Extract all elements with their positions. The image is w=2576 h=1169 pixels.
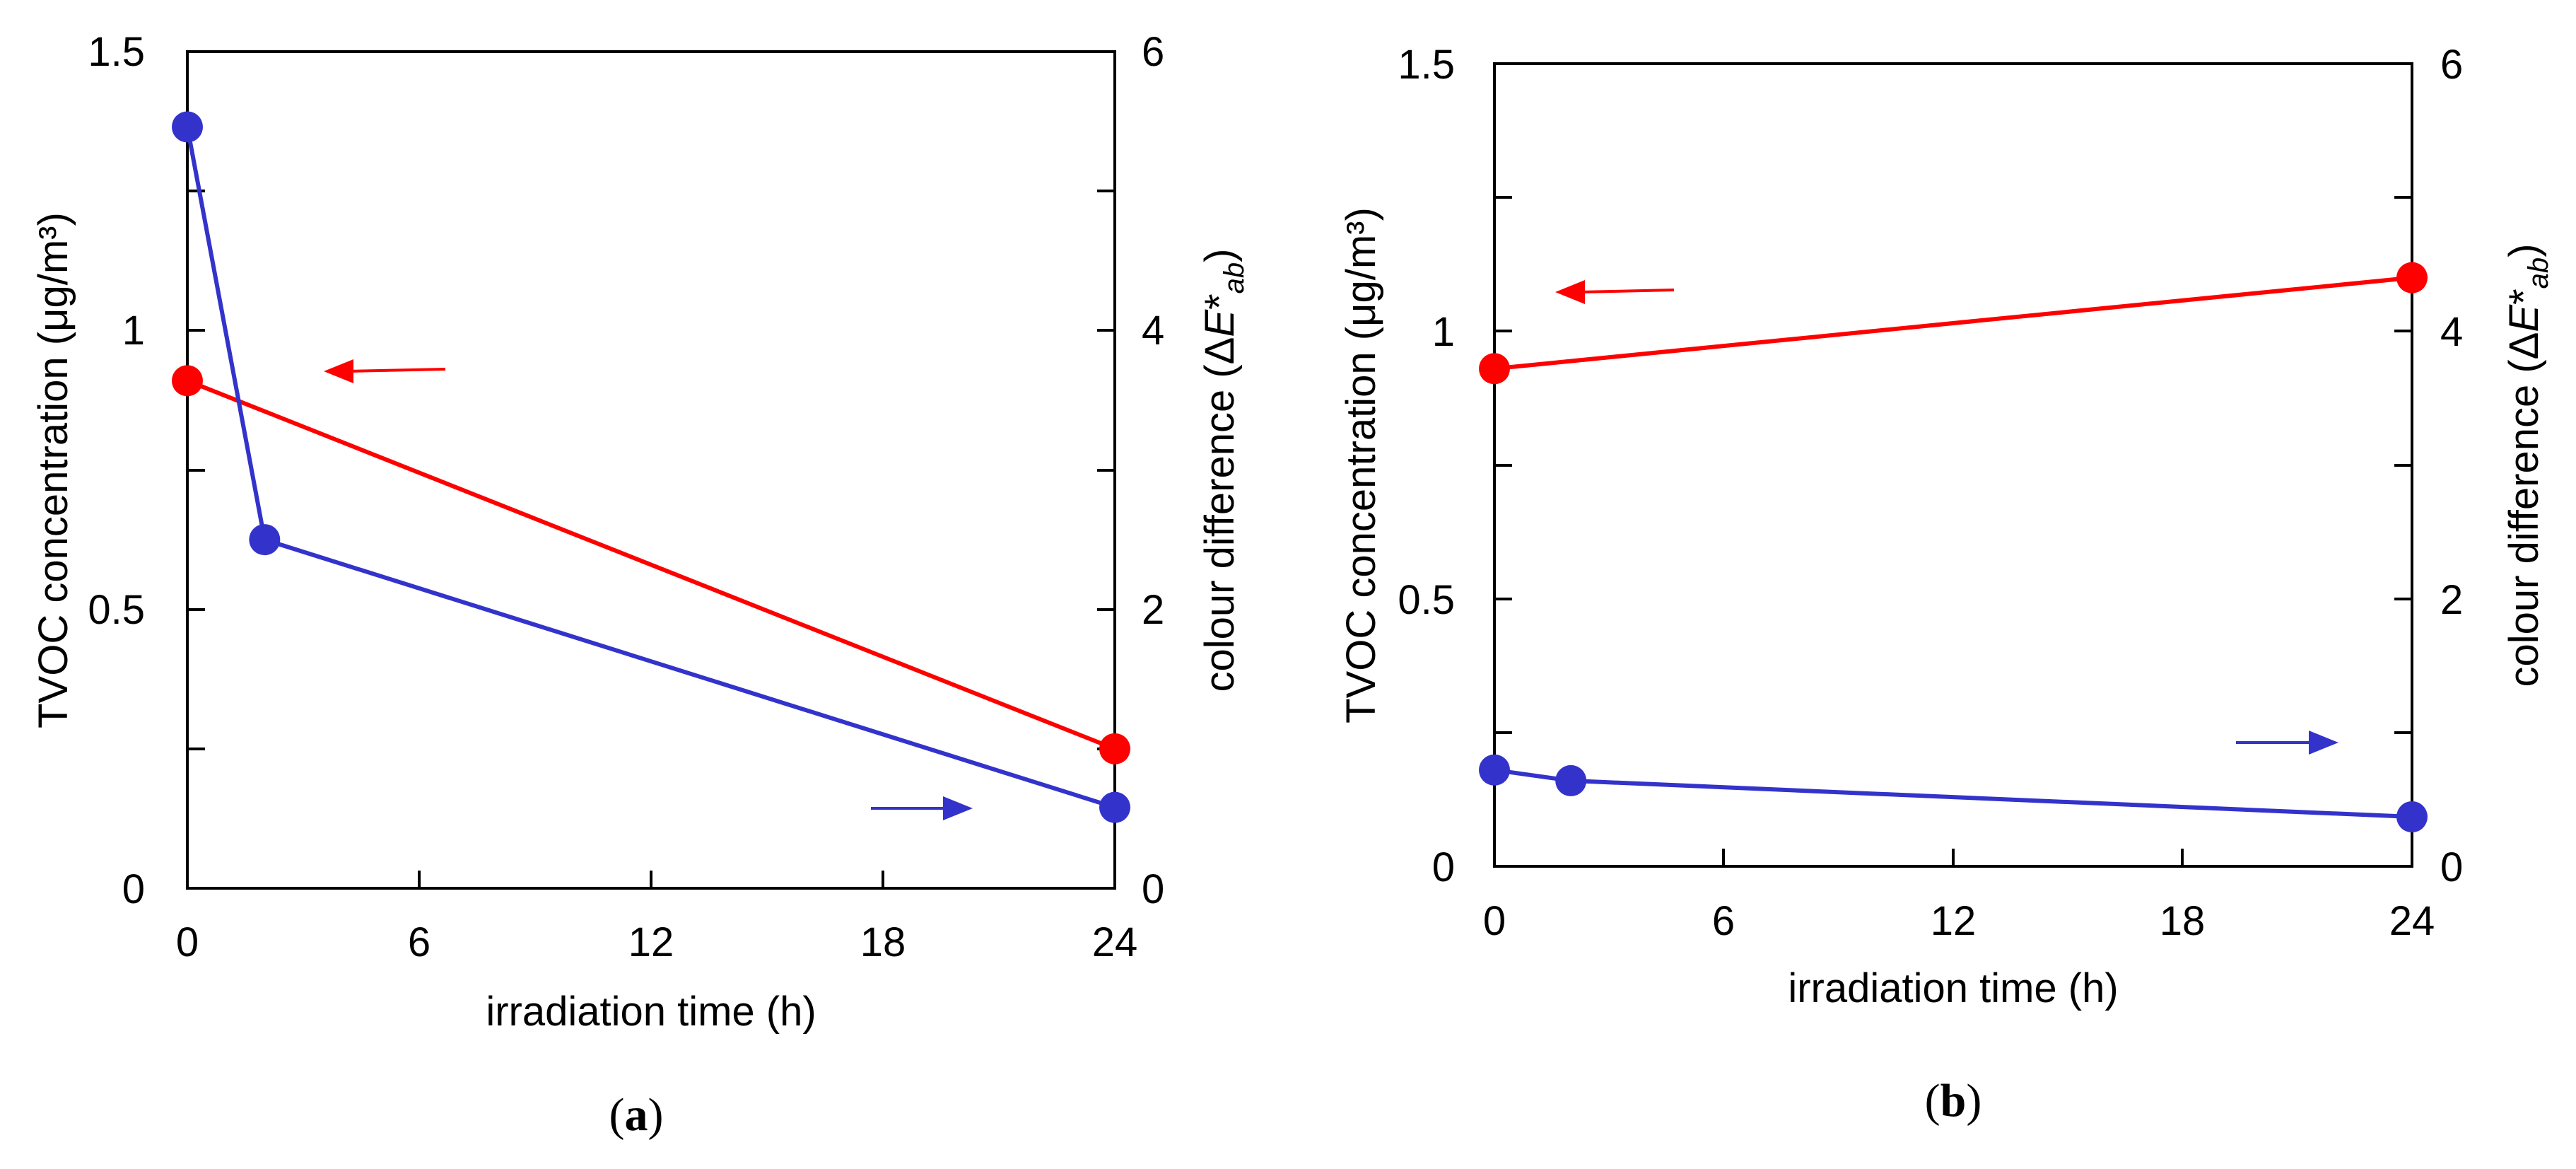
left-y-ticks [1494, 196, 1512, 734]
colour-difference-point [1479, 754, 1510, 786]
colour-difference-line [1494, 767, 2413, 820]
right-y-ticks [2394, 196, 2412, 734]
panel-a: 0 0.5 1 1.5 0 2 4 6 0 6 12 18 24 irradia… [30, 29, 1250, 1141]
colour-difference-point [172, 111, 203, 143]
x-axis-title: irradiation time (h) [1788, 965, 2118, 1011]
right-tick-labels: 0 2 4 6 [2440, 42, 2463, 890]
y-tick-label: 0 [122, 866, 145, 912]
panel-b: 0 0.5 1 1.5 0 2 4 6 0 6 12 18 24 irradia… [1338, 42, 2554, 1127]
x-tick-labels: 0 6 12 18 24 [176, 919, 1137, 965]
y-tick-label: 2 [1142, 587, 1164, 633]
y-tick-label: 4 [1142, 308, 1164, 354]
series-layer [1479, 262, 2428, 833]
colour-difference-arrow [871, 796, 973, 820]
y-tick-label: 4 [2440, 309, 2463, 355]
left-y-axis-title: TVOC concentration (μg/m³) [1338, 207, 1384, 723]
x-axis-title: irradiation time (h) [486, 989, 816, 1035]
tvoc-point [2396, 262, 2428, 293]
y-tick-label: 6 [1142, 29, 1164, 75]
left-tick-labels: 0 0.5 1 1.5 [88, 29, 145, 912]
y-tick-label: 0 [2440, 844, 2463, 890]
x-ticks [418, 871, 884, 888]
series-layer [172, 111, 1130, 823]
y-tick-label: 0 [1142, 866, 1164, 912]
right-tick-labels: 0 2 4 6 [1142, 29, 1164, 912]
x-tick-label: 12 [1931, 898, 1977, 944]
tvoc-point [1479, 353, 1510, 385]
tvoc-arrow [324, 359, 446, 383]
y-tick-label: 2 [2440, 577, 2463, 623]
colour-difference-point [2396, 801, 2428, 833]
x-tick-label: 6 [1712, 898, 1735, 944]
plot-frame [1493, 62, 2413, 868]
x-ticks [1722, 849, 2184, 866]
left-y-axis-title: TVOC concentration (μg/m³) [30, 212, 76, 728]
y-tick-label: 1 [122, 308, 145, 354]
left-y-ticks [187, 190, 205, 750]
colour-difference-arrow [2236, 731, 2338, 755]
colour-difference-line [185, 126, 1116, 810]
colour-difference-point [249, 524, 281, 556]
panel-label: (a) [609, 1089, 664, 1141]
right-y-ticks [1097, 190, 1115, 750]
x-tick-label: 6 [408, 919, 431, 965]
tvoc-line [186, 378, 1116, 751]
panel-label: (b) [1925, 1075, 1982, 1127]
tvoc-point [172, 365, 203, 397]
y-tick-label: 1.5 [88, 29, 145, 75]
x-tick-labels: 0 6 12 18 24 [1483, 898, 2435, 944]
y-tick-label: 6 [2440, 42, 2463, 88]
x-tick-label: 24 [1092, 919, 1138, 965]
y-tick-label: 1 [1432, 309, 1455, 355]
y-tick-label: 0.5 [88, 587, 145, 633]
y-tick-label: 1.5 [1398, 42, 1455, 88]
y-tick-label: 0.5 [1398, 577, 1455, 623]
x-tick-label: 0 [176, 919, 199, 965]
x-tick-label: 0 [1483, 898, 1506, 944]
tvoc-arrow [1555, 280, 1675, 304]
colour-difference-point [1099, 791, 1130, 823]
y-tick-label: 0 [1432, 844, 1455, 890]
right-y-axis-title: colour difference (ΔE*ab) [2501, 243, 2554, 687]
x-tick-label: 18 [860, 919, 906, 965]
tvoc-line [1494, 275, 2413, 371]
x-tick-label: 18 [2160, 898, 2206, 944]
right-y-axis-title: colour difference (ΔE*ab) [1197, 248, 1250, 692]
colour-difference-point [1555, 764, 1587, 796]
left-tick-labels: 0 0.5 1 1.5 [1398, 42, 1455, 890]
tvoc-point [1099, 733, 1130, 764]
x-tick-label: 12 [628, 919, 674, 965]
x-tick-label: 24 [2389, 898, 2435, 944]
